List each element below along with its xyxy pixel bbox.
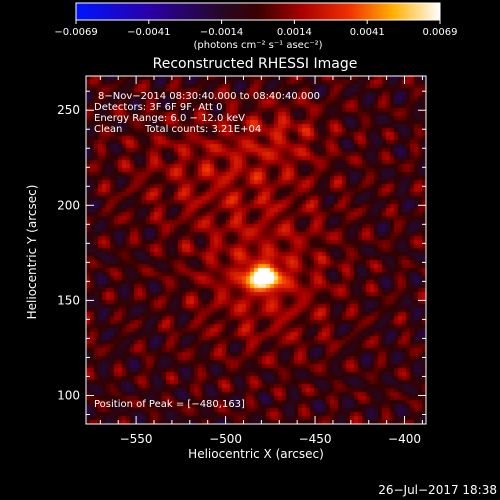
annotation-block: 8−Nov−2014 08:30:40.000 to 08:40:40.000 …	[94, 91, 320, 410]
colorbar-tick-label: −0.0041	[127, 27, 170, 38]
colorbar-tick-label: 0.0014	[277, 27, 312, 38]
colorbar-ticks: −0.0069 −0.0041 −0.0014 0.0014 0.0041 0.0069	[54, 20, 458, 38]
detectors-text: Detectors: 3F 6F 9F, Att 0	[94, 102, 222, 113]
plot-frame	[85, 75, 427, 425]
footer-date: 26−Jul−2017 18:38	[378, 483, 497, 497]
x-tick-label: −500	[209, 432, 242, 446]
clean-text: Clean	[94, 124, 122, 135]
x-tick-label: −450	[299, 432, 332, 446]
y-tick-label: 250	[57, 103, 80, 117]
y-tick-label: 100	[57, 388, 80, 402]
total-counts-text: Total counts: 3.21E+04	[144, 124, 261, 135]
colorbar-tick-label: 0.0041	[350, 27, 385, 38]
reconstructed-image	[86, 76, 426, 424]
y-axis-label: Heliocentric Y (arcsec)	[25, 185, 39, 320]
plot-title: Reconstructed RHESSI Image	[153, 56, 358, 72]
image-panel: −550 −500 −450 −400 100 150 200 250	[57, 75, 427, 446]
colorbar-tick-label: 0.0069	[423, 27, 458, 38]
y-tick-label: 200	[57, 198, 80, 212]
colorbar-unit-label: (photons cm⁻² s⁻¹ asec⁻²)	[193, 40, 322, 51]
axis-ticks: −550 −500 −450 −400 100 150 200 250	[57, 76, 426, 446]
y-tick-label: 150	[57, 293, 80, 307]
colorbar: −0.0069 −0.0041 −0.0014 0.0014 0.0041 0.0069 …	[54, 2, 458, 51]
peak-position-text: Position of Peak = [−480,163]	[94, 399, 245, 410]
x-axis-label: Heliocentric X (arcsec)	[188, 447, 324, 461]
colorbar-tick-label: −0.0069	[54, 27, 97, 38]
x-tick-label: −550	[120, 432, 153, 446]
colorbar-gradient	[75, 2, 441, 21]
colorbar-tick-label: −0.0014	[200, 27, 243, 38]
energy-range-text: Energy Range: 6.0 − 12.0 keV	[94, 113, 245, 124]
time-range-text: 8−Nov−2014 08:30:40.000 to 08:40:40.000	[98, 91, 320, 102]
x-tick-label: −400	[388, 432, 421, 446]
